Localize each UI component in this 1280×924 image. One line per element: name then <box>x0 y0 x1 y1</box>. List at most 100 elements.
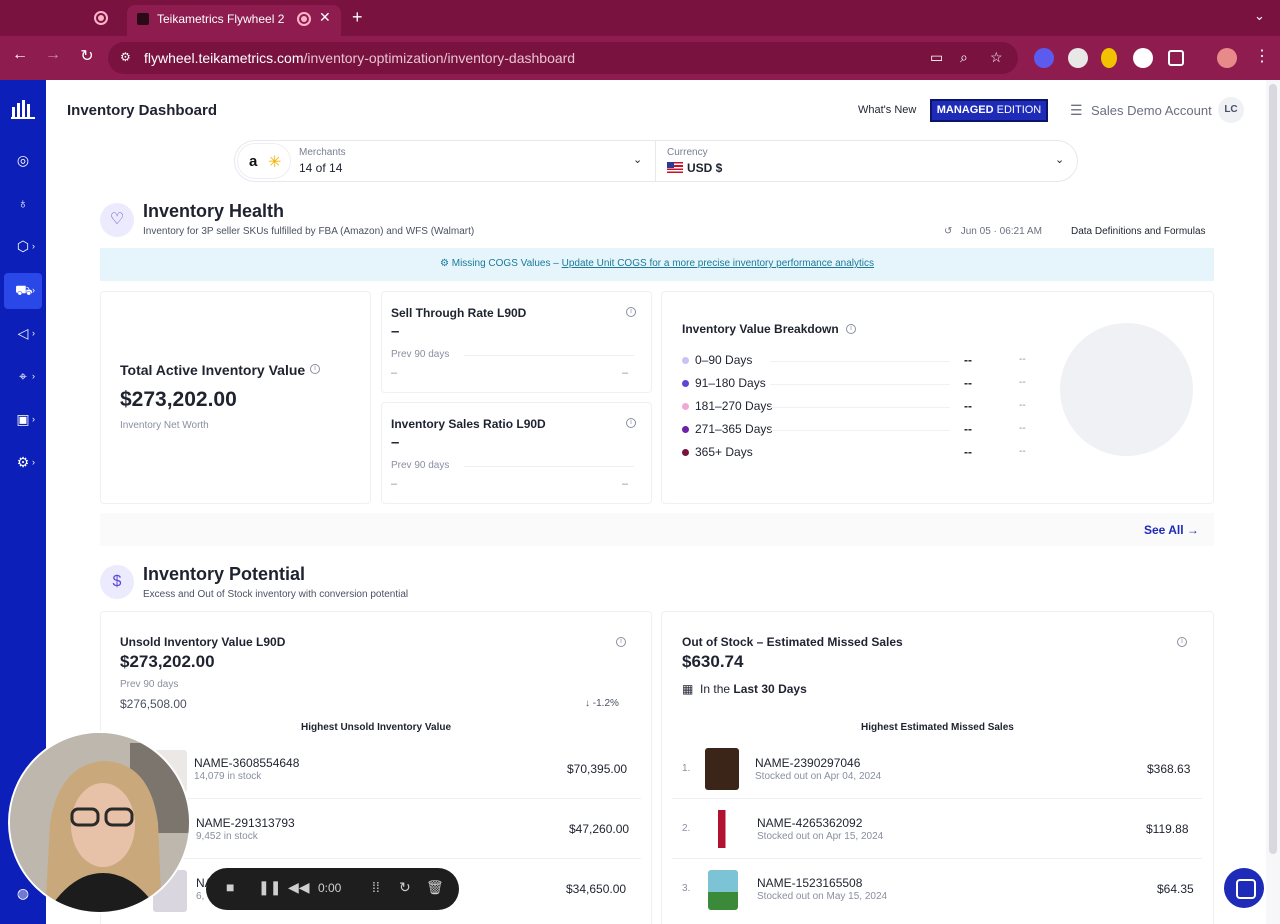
extension-icon[interactable] <box>1034 48 1054 68</box>
tab-title: Teikametrics Flywheel 2 <box>157 12 285 26</box>
data-definitions-link[interactable]: Data Definitions and Formulas <box>1071 226 1206 237</box>
merchants-label: Merchants <box>299 147 346 158</box>
teikametrics-logo-icon[interactable] <box>11 98 35 120</box>
stop-icon[interactable]: ■ <box>226 879 235 895</box>
webcam-overlay[interactable] <box>8 731 191 914</box>
info-icon[interactable]: i <box>1177 637 1187 647</box>
list-item[interactable]: 3. NAME-1523165508 Stocked out on May 15… <box>672 859 1202 919</box>
extension-icon[interactable] <box>1101 48 1117 68</box>
merchants-select[interactable]: 14 of 14 <box>299 161 343 175</box>
address-bar[interactable]: ⚙ flywheel.teikametrics.com/inventory-op… <box>108 42 1018 74</box>
tab-search-chevron-icon[interactable]: ⌄ <box>1254 8 1265 23</box>
out-of-stock-card: Out of Stock – Estimated Missed Sales i … <box>661 611 1214 924</box>
sidebar-item-dashboard[interactable]: ◎ <box>0 143 46 179</box>
bookmark-star-icon[interactable]: ☆ <box>990 49 1003 65</box>
sidebar-item-help[interactable]: ◍ <box>0 876 46 912</box>
zoom-icon[interactable]: ⌕ <box>960 49 968 65</box>
breakdown-title: Inventory Value Breakdown <box>682 322 839 336</box>
page-title: Inventory Dashboard <box>67 102 218 119</box>
profile-avatar[interactable] <box>1217 48 1237 68</box>
managed-edition-badge[interactable]: MANAGED EDITION <box>930 99 1048 122</box>
chevron-down-icon[interactable]: ⌄ <box>1055 154 1065 166</box>
see-all-link[interactable]: See All → <box>1144 523 1199 537</box>
presenter-video <box>10 733 189 912</box>
megaphone-icon: ◁ <box>17 325 29 341</box>
chart-icon: ▣ <box>16 411 30 427</box>
info-icon[interactable]: i <box>626 418 636 428</box>
grid-icon[interactable]: ⁞⁞ <box>372 879 380 895</box>
unsold-inventory-card: Unsold Inventory Value L90D i $273,202.0… <box>100 611 652 924</box>
prev-label: Prev 90 days <box>120 679 179 690</box>
sidebar-item-settings[interactable]: ⚙ › <box>16 454 35 470</box>
extension-icon[interactable] <box>1068 48 1088 68</box>
prev-value: – <box>391 367 398 379</box>
pause-icon[interactable]: ❚❚ <box>258 879 282 895</box>
oos-period: ▦ In the Last 30 Days <box>682 682 807 696</box>
recording-tab-icon[interactable] <box>94 11 108 25</box>
page-scrollbar[interactable] <box>1266 80 1280 924</box>
net-worth-label: Inventory Net Worth <box>120 420 209 431</box>
heart-health-icon: ♡ <box>100 203 134 237</box>
chart-search-icon: ⌖ <box>19 368 27 384</box>
sidebar-item-advertising[interactable]: ◁ › <box>0 316 46 352</box>
sidebar-item-market[interactable]: ⌖ › <box>0 359 46 395</box>
product-thumbnail <box>710 810 736 848</box>
lightbulb-icon: ♁ <box>17 195 29 211</box>
main-content: Inventory Dashboard What's New MANAGED E… <box>46 80 1266 924</box>
info-icon[interactable]: i <box>846 324 856 334</box>
sidebar-item-products[interactable]: ⬡ › <box>16 238 35 254</box>
restart-icon[interactable]: ↻ <box>399 879 411 895</box>
sell-through-card: Sell Through Rate L90D i – Prev 90 days … <box>381 291 652 393</box>
total-inventory-label: Total Active Inventory Value <box>120 362 306 378</box>
currency-select[interactable]: USD $ <box>667 161 722 175</box>
update-cogs-link[interactable]: Update Unit COGS for a more precise inve… <box>561 258 874 269</box>
legend-row: 271–365 Days -- -- <box>682 421 1032 439</box>
info-icon[interactable]: i <box>616 637 626 647</box>
back-icon[interactable]: ← <box>12 46 28 63</box>
last-updated: ↺ Jun 05 · 06:21 AM <box>944 226 1042 237</box>
rewind-icon[interactable]: ◀◀ <box>288 879 310 895</box>
list-item[interactable]: 2. NAME-4265362092 Stocked out on Apr 15… <box>672 799 1202 859</box>
sidebar-item-inventory[interactable]: ⛟ › <box>4 273 42 309</box>
reload-icon[interactable]: ↻ <box>80 48 94 65</box>
filter-bar: a ✳ Merchants 14 of 14 ⌄ Currency USD $ … <box>234 140 1078 182</box>
prev-label: Prev 90 days <box>391 349 450 360</box>
account-name[interactable]: Sales Demo Account <box>1091 103 1212 118</box>
info-icon[interactable]: i <box>626 307 636 317</box>
box-icon: ⬡ <box>16 238 30 254</box>
camera-icon[interactable]: ▭ <box>930 49 944 65</box>
chevron-down-icon[interactable]: ⌄ <box>633 154 643 166</box>
sell-through-title: Sell Through Rate L90D <box>391 306 527 320</box>
legend-row: 91–180 Days -- -- <box>682 375 1032 393</box>
info-icon[interactable]: i <box>310 364 320 374</box>
total-inventory-card: Total Active Inventory Value i $273,202.… <box>100 291 371 504</box>
close-tab-icon[interactable]: ✕ <box>319 9 331 25</box>
whats-new-link[interactable]: What's New <box>858 104 917 116</box>
sidebar-item-analytics[interactable]: ▣ › <box>16 411 35 427</box>
new-tab-button[interactable]: + <box>352 7 363 27</box>
site-info-icon[interactable]: ⚙ <box>120 50 131 64</box>
inventory-icon: ⛟ <box>15 282 33 298</box>
trash-icon[interactable]: 🗑 <box>426 879 444 895</box>
browser-tab-active[interactable]: Teikametrics Flywheel 2 ✕ <box>127 5 341 36</box>
browser-menu-icon[interactable]: ⋮ <box>1254 48 1270 65</box>
list-title: Highest Unsold Inventory Value <box>301 722 452 733</box>
list-item[interactable]: 1. NAME-2390297046 Stocked out on Apr 04… <box>672 739 1202 799</box>
sidebar-item-insights[interactable]: ♁ <box>0 186 46 222</box>
extensions-puzzle-icon[interactable] <box>1168 50 1184 66</box>
list-item[interactable]: NAME-3608554648 14,079 in stock $70,395.… <box>111 739 641 799</box>
chat-support-button[interactable] <box>1224 868 1264 908</box>
account-menu-icon[interactable]: ☰ <box>1070 102 1083 118</box>
oos-title: Out of Stock – Estimated Missed Sales <box>682 635 903 649</box>
history-icon: ↺ <box>944 226 953 237</box>
url-text: flywheel.teikametrics.com/inventory-opti… <box>144 50 576 66</box>
sales-ratio-card: Inventory Sales Ratio L90D i – Prev 90 d… <box>381 402 652 504</box>
oos-value: $630.74 <box>682 652 744 671</box>
currency-label: Currency <box>667 147 708 158</box>
avatar[interactable]: LC <box>1218 97 1244 123</box>
change-value: – <box>622 367 629 379</box>
sales-ratio-value: – <box>391 434 400 451</box>
browser-toolbar: ← → ↻ ⚙ flywheel.teikametrics.com/invent… <box>0 36 1280 80</box>
forward-icon[interactable]: → <box>45 46 61 63</box>
extension-icon[interactable] <box>1133 48 1153 68</box>
